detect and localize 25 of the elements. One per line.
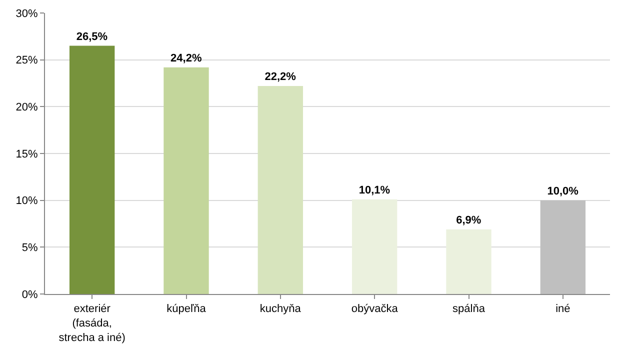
- bar: [69, 46, 115, 294]
- y-tick-label: 25%: [16, 54, 38, 67]
- y-tick-label: 5%: [22, 242, 38, 254]
- x-tick-label: exteriér (fasáda, strecha a iné): [58, 303, 126, 344]
- y-tick-label: 15%: [16, 148, 38, 160]
- bar: [258, 86, 304, 294]
- bar: [352, 199, 398, 294]
- x-tick-label: iné: [556, 303, 570, 316]
- y-tick-label: 30%: [16, 8, 38, 20]
- data-label: 6,9%: [456, 214, 482, 226]
- bar: [164, 67, 209, 294]
- y-tick-label: 10%: [16, 195, 38, 208]
- data-label: 26,5%: [76, 30, 108, 43]
- data-label: 10,1%: [358, 184, 390, 196]
- y-tick-label: 0%: [22, 288, 38, 301]
- data-label: 10,0%: [547, 185, 579, 198]
- data-label: 22,2%: [264, 71, 296, 84]
- bar: [540, 200, 586, 294]
- x-tick-label: spálňa: [452, 303, 486, 316]
- y-tick-label: 20%: [16, 102, 38, 114]
- x-tick-label: kúpeľňa: [166, 303, 207, 316]
- x-tick-label: obývačka: [351, 303, 399, 316]
- bar: [446, 229, 492, 294]
- x-tick-label: kuchyňa: [260, 303, 302, 316]
- data-label: 24,2%: [170, 52, 202, 64]
